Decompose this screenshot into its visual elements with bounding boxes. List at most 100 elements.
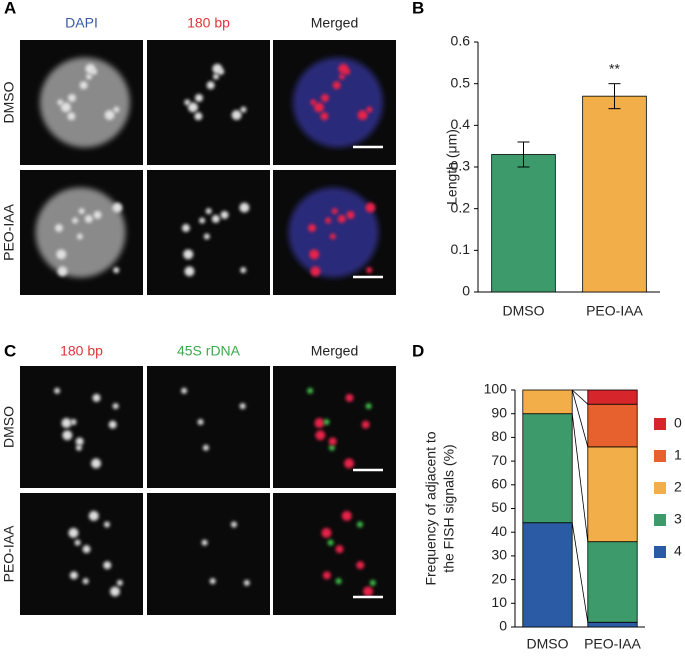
signal-spot — [329, 233, 336, 240]
y-tick-label: 30 — [491, 547, 507, 563]
signal-spot — [75, 437, 84, 446]
y-tick-label: 50 — [491, 499, 507, 515]
nucleus — [35, 187, 126, 278]
signal-spot — [108, 420, 117, 429]
y-tick-label: 0.5 — [451, 74, 471, 90]
signal-spot — [310, 266, 321, 277]
signal-spot — [211, 214, 220, 223]
row-label: DMSO — [1, 81, 17, 123]
signal-spot — [206, 81, 215, 90]
legend-label: 4 — [674, 543, 682, 559]
micrograph-content — [54, 387, 119, 469]
panel-label: A — [4, 0, 16, 17]
signal-spot — [70, 419, 77, 426]
y-tick-label: 60 — [491, 476, 507, 492]
signal-spot — [328, 437, 337, 446]
signal-spot — [116, 579, 123, 586]
signal-spot — [346, 210, 355, 219]
signal-spot — [323, 419, 330, 426]
signal-spot — [103, 561, 112, 570]
y-tick-label: 70 — [491, 452, 507, 468]
y-axis-label: Frequency of adjacent to — [423, 431, 439, 585]
row-label: PEO-IAA — [1, 203, 17, 260]
signal-spot — [231, 110, 242, 121]
micrograph-content — [321, 510, 376, 597]
column-label: 45S rDNA — [177, 343, 241, 359]
signal-spot — [67, 112, 76, 121]
signal-spot — [239, 403, 246, 410]
signal-spot — [356, 561, 365, 570]
legend-swatch — [654, 546, 666, 558]
micrograph — [147, 170, 270, 295]
micrograph-content — [307, 387, 372, 469]
signal-spot — [366, 106, 373, 113]
signal-spot — [341, 510, 352, 521]
signal-spot — [339, 73, 346, 80]
legend-label: 3 — [674, 511, 682, 527]
signal-spot — [88, 510, 99, 521]
connector — [571, 413, 589, 542]
y-tick-label: 0 — [462, 283, 470, 299]
bar-segment — [522, 522, 573, 628]
signal-spot — [112, 202, 123, 213]
signal-spot — [366, 267, 373, 274]
signal-spot — [209, 578, 216, 585]
column-label: Merged — [311, 343, 358, 359]
signal-spot — [104, 110, 115, 121]
signal-spot — [320, 112, 329, 121]
y-tick-label: 0.4 — [451, 116, 471, 132]
signal-spot — [201, 539, 208, 546]
signal-spot — [307, 387, 314, 394]
legend-swatch — [654, 514, 666, 526]
signal-spot — [230, 521, 237, 528]
bar-segment — [587, 621, 638, 628]
panel-label: B — [412, 0, 424, 17]
signal-spot — [314, 418, 325, 429]
micrograph-content — [181, 202, 250, 277]
signal-spot — [93, 210, 102, 219]
x-tick-label: DMSO — [503, 303, 545, 319]
signal-spot — [197, 419, 204, 426]
y-tick-label: 0.2 — [451, 199, 471, 215]
legend-swatch — [654, 450, 666, 462]
signal-spot — [335, 545, 344, 554]
signal-spot — [60, 102, 71, 113]
signal-spot — [337, 214, 346, 223]
micrograph — [20, 493, 143, 615]
signal-spot — [75, 444, 82, 451]
micrograph-content — [35, 187, 126, 278]
signal-spot — [113, 267, 120, 274]
micrograph-content — [201, 521, 250, 586]
micrograph-content — [68, 510, 123, 597]
signal-spot — [181, 387, 188, 394]
signal-spot — [335, 578, 342, 585]
signal-spot — [92, 393, 101, 402]
signal-spot — [212, 63, 223, 74]
signal-spot — [310, 99, 317, 106]
signal-spot — [199, 217, 206, 224]
connector — [571, 389, 589, 405]
signal-spot — [361, 420, 370, 429]
column-label: 180 bp — [187, 15, 230, 31]
y-tick-label: 100 — [484, 381, 508, 397]
micrograph — [20, 366, 143, 488]
signal-spot — [315, 430, 326, 441]
signal-spot — [74, 539, 81, 546]
signal-spot — [345, 393, 354, 402]
micrograph-content — [288, 187, 379, 278]
micrograph — [147, 493, 270, 615]
legend-label: 0 — [674, 415, 682, 431]
signal-spot — [213, 73, 220, 80]
x-tick-label: PEO-IAA — [584, 636, 641, 652]
micrograph-content — [39, 57, 130, 148]
bar-segment — [587, 541, 638, 623]
signal-spot — [54, 224, 63, 233]
connector — [571, 522, 589, 623]
signal-spot — [321, 527, 332, 538]
y-tick-label: 0 — [499, 618, 507, 634]
signal-spot — [57, 99, 64, 106]
connector — [571, 389, 589, 447]
signal-spot — [78, 208, 85, 215]
signal-spot — [325, 217, 332, 224]
signal-spot — [181, 224, 190, 233]
